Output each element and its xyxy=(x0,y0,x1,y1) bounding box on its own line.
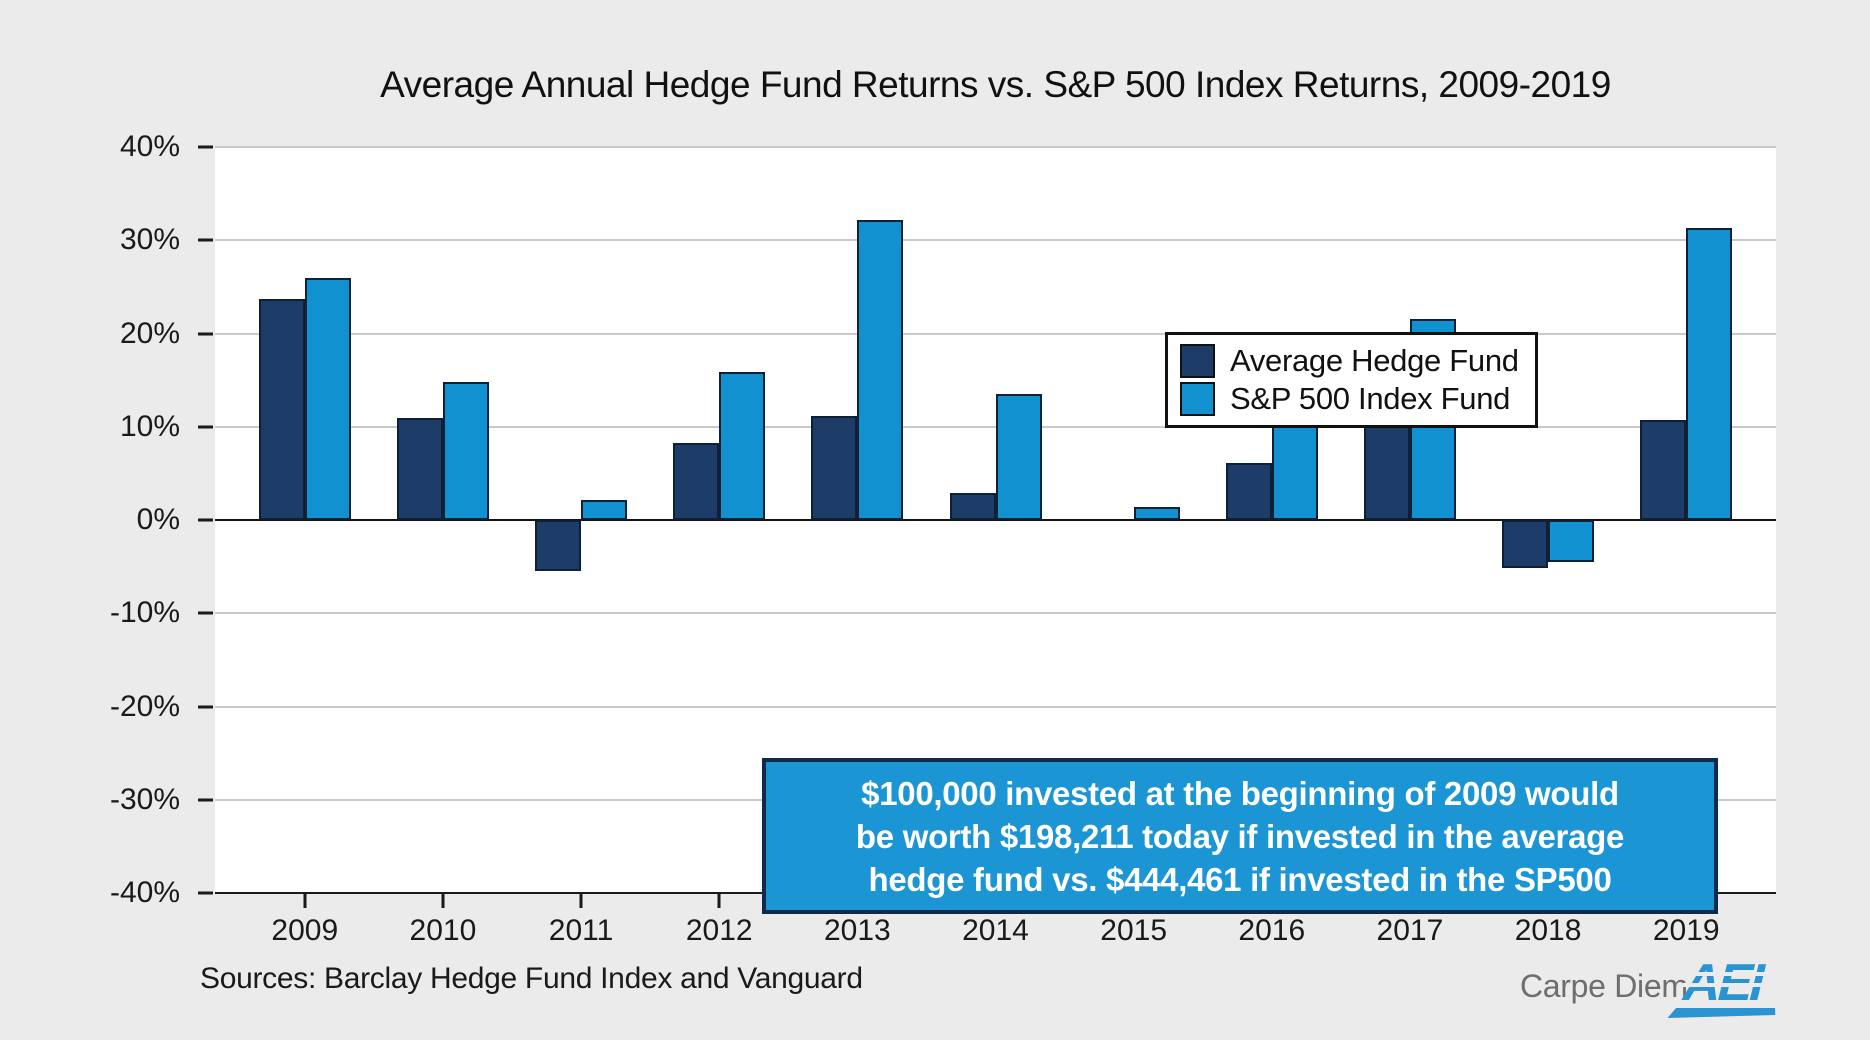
x-tick-label-2012: 2012 xyxy=(685,914,753,947)
gridline--10 xyxy=(215,612,1776,615)
legend-swatch-sp500 xyxy=(1180,382,1215,416)
bar-sp500-2012 xyxy=(719,371,766,520)
bar-hedge-fund-2013 xyxy=(811,416,858,520)
bar-sp500-2015 xyxy=(1133,506,1180,520)
x-tick-label-2011: 2011 xyxy=(548,914,614,947)
bar-hedge-fund-2014 xyxy=(949,492,996,520)
gridline-30 xyxy=(215,239,1776,242)
y-tick-mark-30 xyxy=(198,238,213,242)
annotation-line: $100,000 invested at the beginning of 20… xyxy=(861,774,1619,812)
bar-hedge-fund-2009 xyxy=(258,298,305,520)
legend-item-sp500: S&P 500 Index Fund xyxy=(1180,380,1519,418)
y-tick-mark--10 xyxy=(198,611,213,615)
bar-hedge-fund-2019 xyxy=(1640,420,1687,520)
y-tick-label-10: 10% xyxy=(119,409,180,443)
legend: Average Hedge Fund S&P 500 Index Fund xyxy=(1165,332,1538,428)
bar-sp500-2010 xyxy=(442,381,489,520)
annotation-line: hedge fund vs. $444,461 if invested in t… xyxy=(868,860,1612,898)
x-tick-label-2015: 2015 xyxy=(1100,914,1168,947)
zero-gridline xyxy=(215,519,1776,521)
bar-sp500-2018 xyxy=(1548,520,1595,562)
bar-sp500-2009 xyxy=(304,277,351,520)
annotation-box: $100,000 invested at the beginning of 20… xyxy=(762,758,1718,914)
gridline-40 xyxy=(215,146,1776,148)
bar-sp500-2013 xyxy=(857,219,904,520)
aei-logo: AEI xyxy=(1668,954,1792,1018)
x-tick-mark-2011 xyxy=(579,893,583,908)
y-tick-mark-20 xyxy=(198,332,213,335)
gridline-20 xyxy=(215,332,1776,335)
y-tick-label-20: 20% xyxy=(119,316,180,350)
legend-label: Average Hedge Fund xyxy=(1230,343,1519,378)
annotation-line: be worth $198,211 today if invested in t… xyxy=(855,817,1625,855)
x-tick-label-2018: 2018 xyxy=(1514,914,1582,947)
x-tick-label-2017: 2017 xyxy=(1376,914,1444,947)
x-tick-label-2010: 2010 xyxy=(409,914,477,947)
x-tick-mark-2010 xyxy=(441,893,445,908)
y-tick-label--20: -20% xyxy=(109,689,180,723)
bar-hedge-fund-2011 xyxy=(535,520,582,572)
x-tick-label-2016: 2016 xyxy=(1238,914,1306,947)
plot-area: Average Hedge Fund S&P 500 Index Fund $10… xyxy=(215,146,1776,914)
y-tick-mark--20 xyxy=(198,705,213,708)
legend-label: S&P 500 Index Fund xyxy=(1230,381,1511,416)
bar-hedge-fund-2016 xyxy=(1225,463,1272,520)
bar-sp500-2011 xyxy=(581,500,628,520)
y-tick-label-0: 0% xyxy=(136,503,180,536)
y-tick-label--10: -10% xyxy=(109,596,180,630)
y-tick-label--30: -30% xyxy=(109,782,180,816)
x-tick-mark-2009 xyxy=(303,893,307,908)
y-tick-label-30: 30% xyxy=(119,223,180,257)
y-tick-label-40: 40% xyxy=(119,130,180,163)
y-tick-mark--30 xyxy=(198,798,213,802)
y-tick-mark--40 xyxy=(198,891,213,895)
aei-logo-text: AEI xyxy=(1677,954,1770,1012)
y-tick-mark-10 xyxy=(198,425,213,429)
bar-sp500-2019 xyxy=(1686,228,1733,520)
sources-note: Sources: Barclay Hedge Fund Index and Va… xyxy=(200,962,863,995)
bar-hedge-fund-2017 xyxy=(1363,420,1410,520)
bar-sp500-2014 xyxy=(995,394,1042,520)
x-tick-label-2014: 2014 xyxy=(962,914,1029,947)
y-tick-mark-0 xyxy=(198,518,213,522)
x-tick-mark-2012 xyxy=(717,893,721,908)
bar-hedge-fund-2012 xyxy=(673,442,720,520)
bar-hedge-fund-2010 xyxy=(396,418,443,520)
x-tick-label-2013: 2013 xyxy=(823,914,891,947)
legend-swatch-hedge-fund xyxy=(1180,344,1215,378)
x-tick-label-2009: 2009 xyxy=(271,914,339,947)
y-tick-label--40: -40% xyxy=(109,876,180,909)
chart-title: Average Annual Hedge Fund Returns vs. S&… xyxy=(380,64,1611,105)
gridline--20 xyxy=(215,705,1776,708)
legend-item-hedge-fund: Average Hedge Fund xyxy=(1180,342,1519,380)
bar-hedge-fund-2018 xyxy=(1502,520,1549,568)
brand-text: Carpe Diem xyxy=(1520,968,1688,1004)
x-tick-label-2019: 2019 xyxy=(1652,914,1720,947)
y-tick-mark-40 xyxy=(198,145,213,149)
